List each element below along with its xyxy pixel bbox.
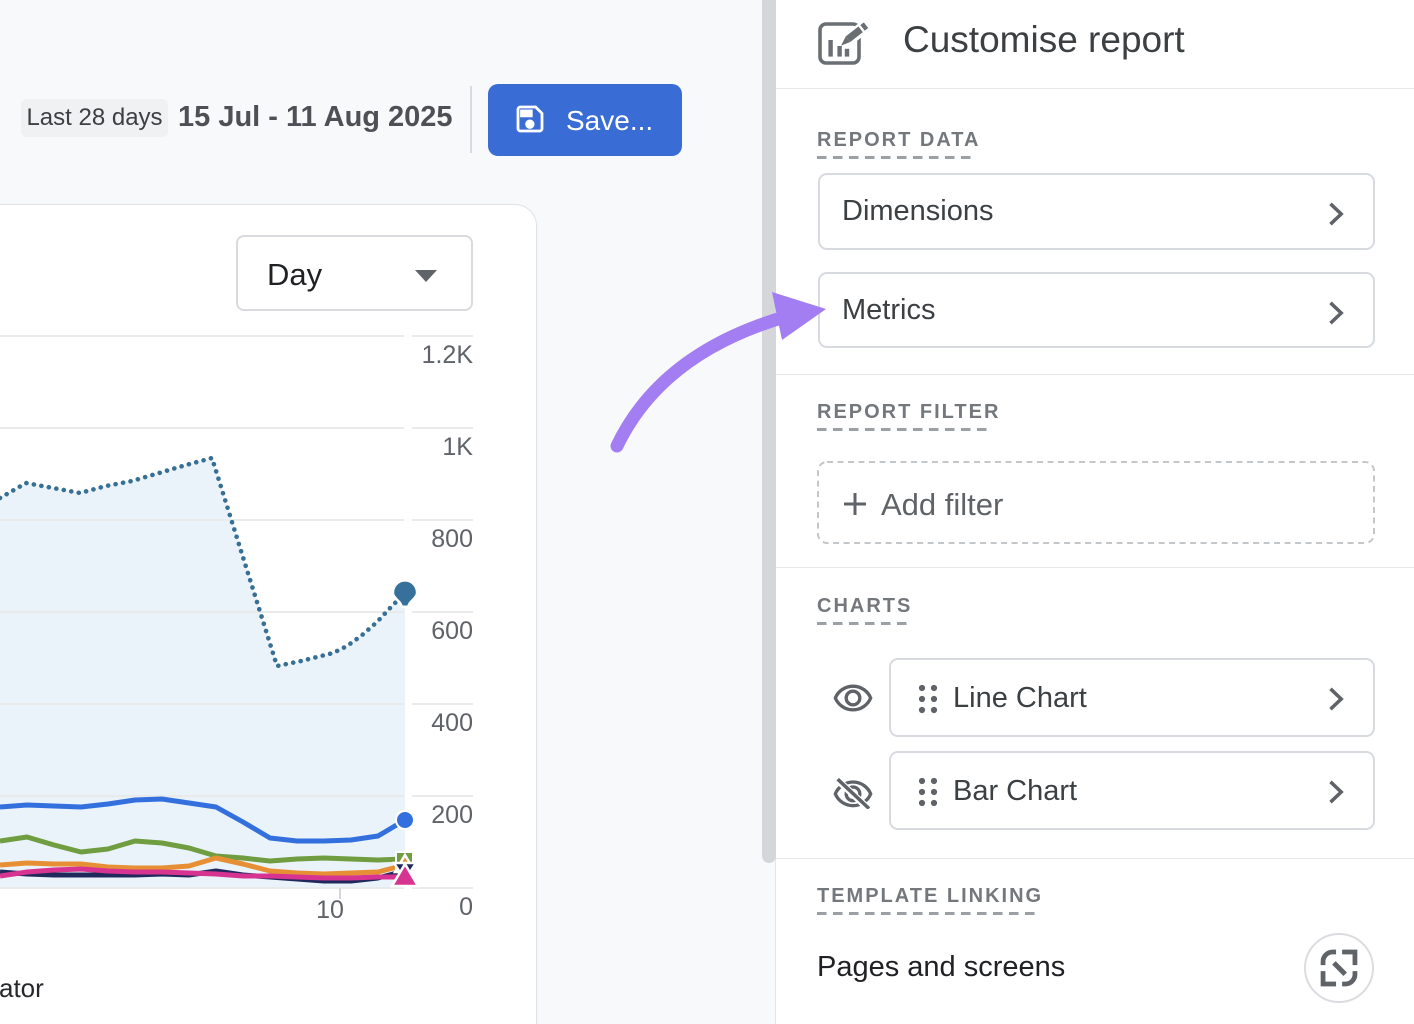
svg-text:0: 0 bbox=[459, 893, 473, 921]
svg-text:10: 10 bbox=[316, 896, 344, 924]
svg-text:800: 800 bbox=[431, 525, 473, 553]
svg-text:1.2K: 1.2K bbox=[422, 341, 474, 369]
svg-text:200: 200 bbox=[431, 801, 473, 829]
svg-text:600: 600 bbox=[431, 617, 473, 645]
svg-text:1K: 1K bbox=[442, 433, 473, 461]
svg-text:400: 400 bbox=[431, 709, 473, 737]
